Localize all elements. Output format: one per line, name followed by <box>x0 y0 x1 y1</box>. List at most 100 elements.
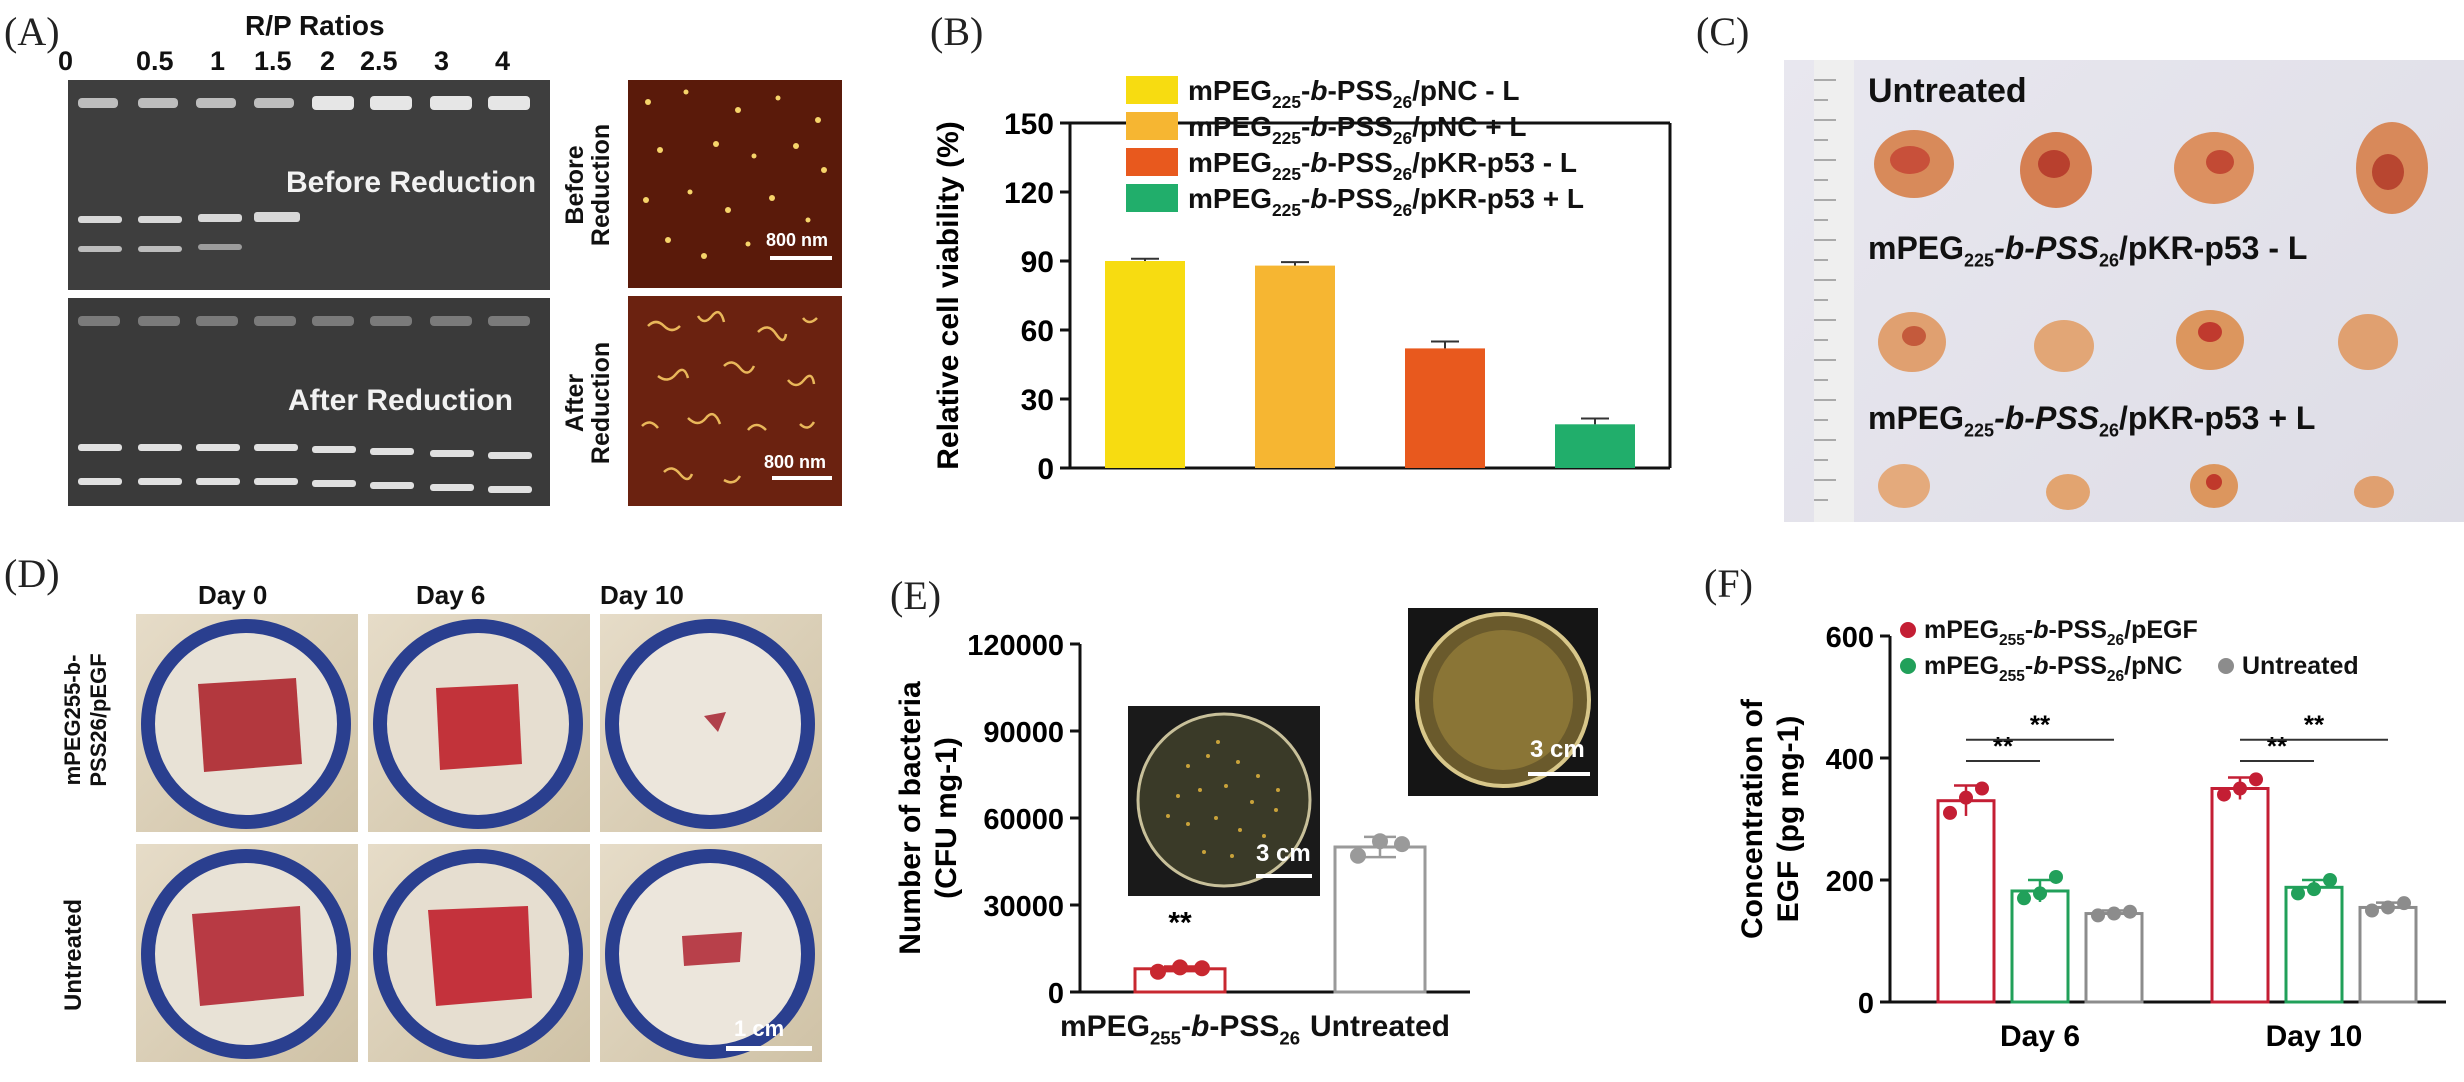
rp-ratio: 0 <box>58 46 74 76</box>
f-data-point <box>1959 790 1973 805</box>
afm-before-label-2: Reduction <box>587 123 615 247</box>
rp-ratio: 2 <box>320 46 336 76</box>
b-legend-label: mPEG225-b-PSS26/pKR-p53 - L <box>1188 147 1577 184</box>
tumor-photo-drawing <box>1814 60 2428 522</box>
rp-ratio: 3 <box>434 46 450 76</box>
e-x-tick-label: Untreated <box>1310 1010 1450 1043</box>
wound-row-label-untreated: Untreated <box>60 850 100 1070</box>
rp-ratio: 1 <box>210 46 226 76</box>
e-significance: ** <box>1168 906 1192 939</box>
f-legend-label: mPEG255-b-PSS26/pNC <box>1924 652 2182 685</box>
e-y-tick-label: 30000 <box>983 891 1064 923</box>
f-sig-label: ** <box>2267 731 2288 761</box>
b-legend-swatch <box>1126 112 1178 140</box>
f-bar <box>1936 799 1996 1004</box>
f-data-point <box>2397 896 2411 911</box>
f-y-tick-label: 600 <box>1826 622 1874 654</box>
e-data-point <box>1394 836 1410 853</box>
f-data-point <box>2091 908 2105 923</box>
tumor-row-plus-l: mPEG225-b-PSS26/pKR-p53 + L <box>1868 400 2315 441</box>
e-data-point <box>1350 847 1366 864</box>
rp-ratios-title: R/P Ratios <box>245 10 385 41</box>
f-bar <box>2084 912 2144 1004</box>
f-data-point <box>2217 787 2231 802</box>
rp-ratio: 4 <box>495 46 511 76</box>
tumor-row2-sub2: 26 <box>2098 250 2119 271</box>
f-y-tick-label: 0 <box>1858 988 1874 1020</box>
gel-after-bands <box>78 316 532 493</box>
afm-before-particles <box>643 89 832 260</box>
f-legend-marker <box>1900 622 1916 638</box>
b-y-axis-label: Relative cell viability (%) <box>932 121 965 469</box>
e-y-tick-label: 60000 <box>983 804 1064 836</box>
f-legend-label: Untreated <box>2242 652 2359 680</box>
tumor-row-untreated: Untreated <box>1868 72 2027 110</box>
f-data-point <box>1975 781 1989 796</box>
b-bar <box>1105 261 1185 468</box>
f-data-point <box>2049 869 2063 884</box>
day-6-label: Day 6 <box>416 580 486 610</box>
b-bar <box>1255 265 1335 468</box>
panel-a-label: (A) <box>4 9 60 54</box>
f-data-point <box>1943 805 1957 820</box>
f-data-point <box>2107 906 2121 921</box>
f-x-tick-label: Day 10 <box>2266 1020 2363 1053</box>
tumor-row3-sub1: 225 <box>1964 420 1995 441</box>
tumor-row2-mid: -b-PSS <box>1994 230 2099 266</box>
gel-before-reduction: Before Reduction <box>68 80 550 290</box>
plate-inset-treated: 3 cm <box>1128 706 1320 896</box>
f-bar <box>2010 889 2070 1004</box>
gel-after-label: After Reduction <box>288 384 513 417</box>
f-bar <box>2358 905 2418 1004</box>
afm-after-label-2: Reduction <box>587 341 615 465</box>
wound-egf-day10 <box>600 614 822 832</box>
f-data-point <box>2123 904 2137 919</box>
afm-before-scale: 800 nm <box>766 230 829 250</box>
f-x-tick-label: Day 6 <box>2000 1020 2080 1053</box>
tumor-row2-post: /pKR-p53 - L <box>2119 230 2308 266</box>
f-y-tick-label: 400 <box>1826 744 1874 776</box>
afm-after-label-1: After <box>561 373 589 433</box>
e-data-point <box>1194 960 1210 977</box>
e-y-tick-label: 0 <box>1048 978 1064 1010</box>
b-y-tick-label: 0 <box>1037 453 1054 486</box>
f-sig-label: ** <box>2030 710 2051 740</box>
f-y-axis-label: Concentration of EGF (pg mg-1) <box>1736 698 1805 939</box>
wound-untreated-day6 <box>368 844 590 1062</box>
f-data-point <box>2381 900 2395 915</box>
tumor-row3-post: /pKR-p53 + L <box>2119 400 2316 436</box>
wound-egf-day6 <box>368 614 590 832</box>
wound-row-label-egf-text: mPEG255-b-PSS26/pEGF <box>60 653 111 787</box>
afm-after-image: 800 nm <box>628 296 842 506</box>
tumor-row3-pre: mPEG <box>1868 400 1965 436</box>
gel-after-reduction: After Reduction <box>68 298 550 506</box>
panel-b-label: (B) <box>930 9 984 54</box>
f-y-tick-label: 200 <box>1826 866 1874 898</box>
f-data-point <box>2291 886 2305 901</box>
b-y-tick-label: 30 <box>1021 384 1054 417</box>
panel-c-label: (C) <box>1696 9 1750 54</box>
plate-inset-treated-scale: 3 cm <box>1256 840 1311 867</box>
f-data-point <box>2323 873 2337 887</box>
b-bar <box>1405 348 1485 468</box>
wound-untreated-day10 <box>600 844 822 1062</box>
f-legend-marker <box>2218 658 2234 674</box>
afm-before-side-label: Before Reduction <box>561 80 615 290</box>
b-legend-swatch <box>1126 184 1178 212</box>
afm-after-side-label: After Reduction <box>561 298 615 508</box>
f-data-point <box>2033 886 2047 901</box>
f-sig-label: ** <box>2304 710 2325 740</box>
panel-e-label: (E) <box>890 573 942 618</box>
e-data-point <box>1150 963 1166 980</box>
panel-f-label: (F) <box>1704 561 1753 606</box>
rp-ratio: 0.5 <box>136 46 174 76</box>
b-y-tick-label: 150 <box>1004 108 1054 141</box>
afm-before-label-1: Before <box>561 145 589 225</box>
b-legend-swatch <box>1126 148 1178 176</box>
e-y-axis-label: Number of bacteria (CFU mg-1) <box>894 681 963 955</box>
f-bar <box>2210 787 2270 1004</box>
tumor-row-minus-l: mPEG225-b-PSS26/pKR-p53 - L <box>1868 230 2307 271</box>
e-y-tick-label: 90000 <box>983 717 1064 749</box>
rp-ratio: 2.5 <box>360 46 398 76</box>
